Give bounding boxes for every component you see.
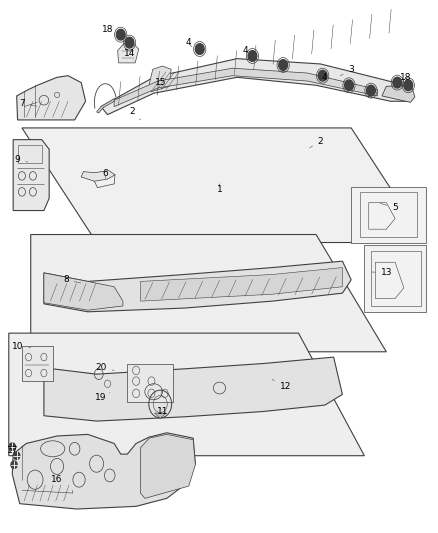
Polygon shape (22, 346, 53, 381)
Circle shape (344, 80, 353, 91)
Polygon shape (22, 128, 425, 243)
Polygon shape (127, 364, 173, 402)
Polygon shape (140, 434, 195, 498)
Text: 11: 11 (156, 407, 168, 416)
Text: 3: 3 (339, 65, 353, 76)
Text: 4: 4 (243, 46, 248, 55)
Text: 6: 6 (102, 169, 108, 179)
Circle shape (11, 461, 17, 469)
Circle shape (366, 85, 374, 96)
Polygon shape (149, 66, 171, 92)
Polygon shape (114, 68, 377, 107)
Text: 10: 10 (12, 342, 31, 351)
Text: 15: 15 (154, 78, 166, 87)
Polygon shape (17, 76, 85, 120)
Circle shape (116, 29, 125, 40)
Text: 7: 7 (19, 100, 37, 108)
Text: 1: 1 (216, 184, 222, 193)
Text: 14: 14 (124, 49, 135, 61)
Polygon shape (44, 261, 350, 312)
Text: 13: 13 (371, 269, 391, 277)
Text: 2: 2 (309, 137, 322, 148)
Circle shape (9, 443, 15, 450)
Polygon shape (364, 245, 425, 312)
Polygon shape (13, 140, 49, 211)
Text: 19: 19 (95, 392, 110, 401)
Text: 12: 12 (272, 379, 290, 391)
Circle shape (392, 77, 401, 88)
Circle shape (195, 44, 204, 54)
Circle shape (278, 60, 287, 70)
Text: 16: 16 (51, 472, 63, 484)
Text: 2: 2 (129, 108, 140, 120)
Polygon shape (117, 44, 138, 63)
Polygon shape (381, 85, 414, 102)
Circle shape (318, 70, 326, 81)
Polygon shape (44, 357, 342, 421)
Polygon shape (81, 171, 115, 181)
Text: 18: 18 (396, 73, 411, 83)
Polygon shape (154, 413, 166, 418)
Text: 4: 4 (186, 38, 191, 47)
Text: 5: 5 (379, 204, 397, 212)
Polygon shape (350, 187, 425, 243)
Circle shape (14, 452, 20, 459)
Polygon shape (96, 99, 114, 113)
Polygon shape (140, 268, 342, 301)
Polygon shape (9, 333, 364, 456)
Text: 4: 4 (321, 73, 327, 82)
Circle shape (247, 51, 256, 61)
Text: 17: 17 (7, 446, 22, 455)
Text: 18: 18 (102, 25, 116, 35)
Polygon shape (31, 235, 385, 352)
Text: 20: 20 (95, 364, 114, 372)
Circle shape (403, 80, 412, 91)
Polygon shape (44, 273, 123, 310)
Text: 8: 8 (63, 276, 81, 284)
Text: 9: 9 (14, 156, 28, 164)
Circle shape (125, 37, 134, 48)
Polygon shape (101, 59, 410, 115)
Polygon shape (12, 433, 195, 509)
